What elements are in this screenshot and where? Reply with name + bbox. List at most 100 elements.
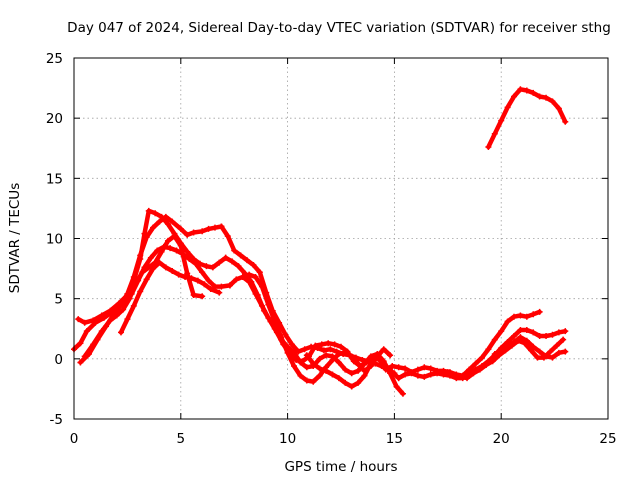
data-point: [327, 346, 334, 353]
data-point: [549, 98, 556, 105]
data-point: [387, 370, 394, 377]
series-line-arc-14: [492, 334, 568, 360]
data-point: [222, 254, 229, 261]
data-point: [543, 353, 550, 360]
data-point: [246, 271, 253, 278]
data-point: [348, 353, 355, 360]
data-point: [107, 317, 114, 324]
data-point: [235, 263, 242, 270]
data-point: [216, 259, 223, 266]
data-point: [517, 326, 524, 333]
data-point: [282, 331, 289, 338]
data-point: [562, 118, 569, 125]
data-point: [562, 328, 569, 335]
series-points-arc-10: [303, 351, 381, 390]
data-point: [152, 210, 159, 217]
data-point: [265, 314, 272, 321]
data-point: [389, 363, 396, 370]
data-point: [203, 263, 210, 270]
data-point: [511, 332, 518, 339]
data-point: [387, 352, 394, 359]
data-point: [271, 318, 278, 325]
data-point: [81, 319, 88, 326]
data-point: [402, 371, 409, 378]
data-point: [233, 276, 240, 283]
data-point: [297, 372, 304, 379]
data-point: [258, 283, 265, 290]
data-point: [523, 87, 530, 94]
data-point: [226, 282, 233, 289]
data-point: [402, 365, 409, 372]
data-point: [145, 207, 152, 214]
data-point: [470, 370, 477, 377]
data-point: [113, 312, 120, 319]
data-point: [120, 306, 127, 313]
data-point: [382, 366, 389, 373]
data-point: [444, 369, 451, 376]
data-point: [325, 340, 332, 347]
data-point: [177, 225, 184, 232]
data-point: [278, 334, 285, 341]
data-point: [231, 247, 238, 254]
data-point: [427, 365, 434, 372]
data-point: [218, 223, 225, 230]
data-point: [399, 390, 406, 397]
series-line-arc-10: [304, 351, 380, 389]
data-point: [348, 383, 355, 390]
data-point: [130, 302, 137, 309]
data-point: [320, 347, 327, 354]
data-point: [530, 329, 537, 336]
data-point: [209, 264, 216, 271]
data-point: [173, 247, 180, 254]
data-point: [98, 328, 105, 335]
data-point: [414, 372, 421, 379]
data-point: [421, 364, 428, 371]
data-point: [216, 289, 223, 296]
data-point: [511, 338, 518, 345]
series-points-arc-5: [117, 259, 223, 336]
data-point: [523, 337, 530, 344]
y-tick-label: 0: [54, 352, 63, 368]
data-point: [342, 366, 349, 373]
data-point: [169, 267, 176, 274]
data-point: [380, 346, 387, 353]
data-point: [491, 336, 498, 343]
x-tick-label: 5: [177, 431, 186, 447]
data-point: [124, 316, 131, 323]
data-point: [359, 357, 366, 364]
data-point: [543, 94, 550, 101]
data-point: [380, 358, 387, 365]
data-point: [485, 144, 492, 151]
data-point: [301, 346, 308, 353]
data-point: [132, 280, 139, 287]
data-point: [145, 264, 152, 271]
data-point: [147, 254, 154, 261]
data-point: [476, 366, 483, 373]
data-point: [316, 355, 323, 362]
data-point: [167, 245, 174, 252]
data-point: [126, 295, 133, 302]
data-point: [316, 365, 323, 372]
data-point: [98, 312, 105, 319]
data-point: [156, 218, 163, 225]
data-point: [150, 265, 157, 272]
data-point: [329, 371, 336, 378]
grid-layer: [74, 58, 608, 419]
y-tick-label: -5: [50, 412, 63, 428]
data-point: [90, 317, 97, 324]
data-point: [107, 307, 114, 314]
x-axis-label: GPS time / hours: [284, 459, 397, 475]
data-point: [549, 331, 556, 338]
data-point: [295, 348, 302, 355]
data-point: [158, 248, 165, 255]
data-point: [338, 343, 344, 350]
x-tick-label: 20: [493, 431, 510, 447]
data-point: [323, 367, 330, 374]
data-point: [517, 86, 524, 93]
data-point: [491, 130, 498, 137]
data-point: [224, 233, 231, 240]
series-layer: [71, 86, 569, 397]
data-point: [464, 375, 471, 382]
data-point: [421, 373, 428, 380]
x-tick-label: 25: [599, 431, 616, 447]
